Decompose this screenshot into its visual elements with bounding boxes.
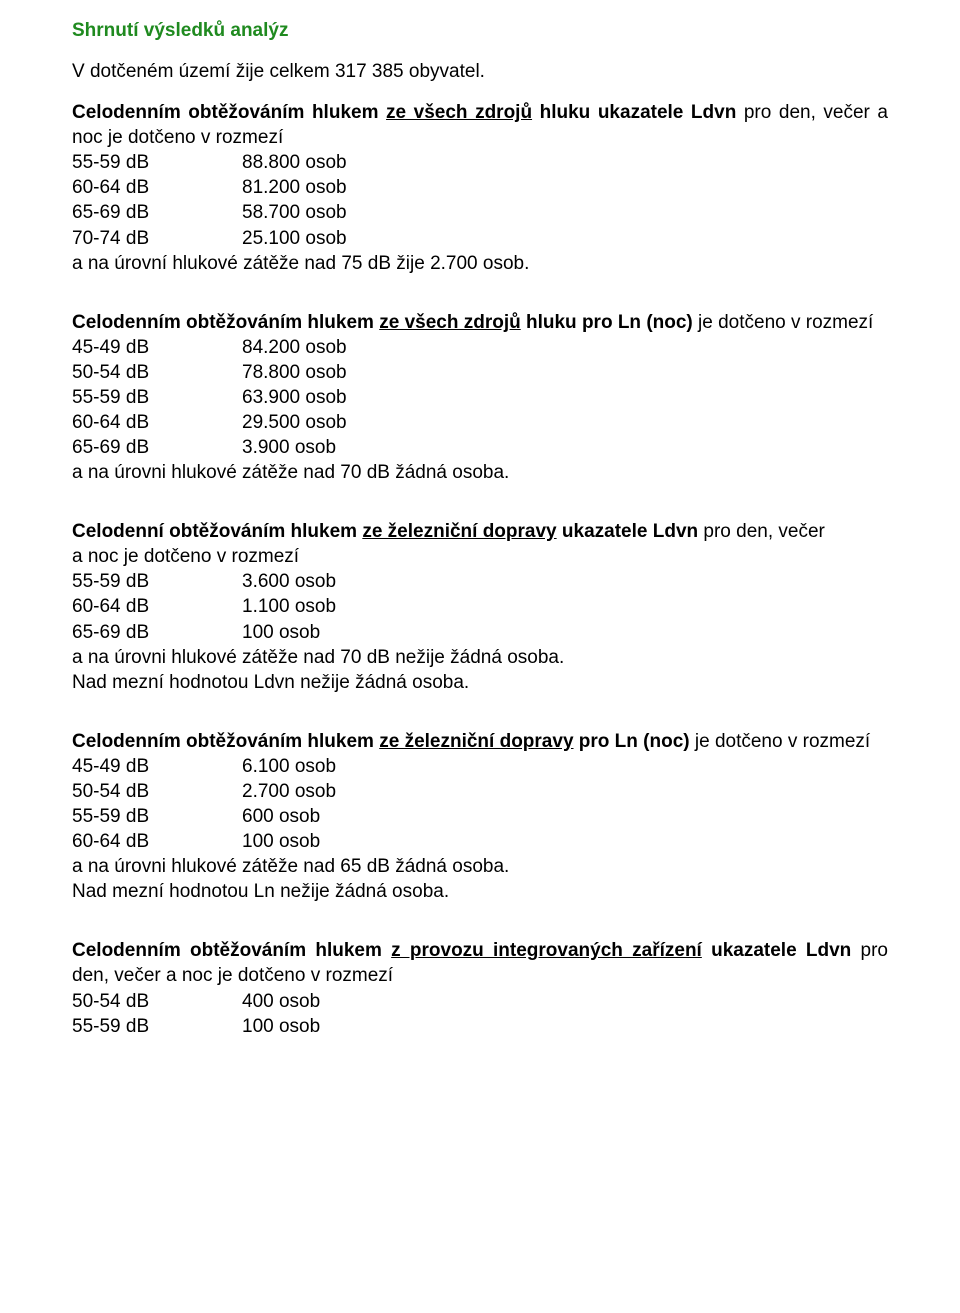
lead-pre: Celodenní obtěžováním hlukem bbox=[72, 521, 362, 542]
db-value: 3.900 osob bbox=[242, 435, 888, 460]
db-range: 70-74 dB bbox=[72, 226, 242, 251]
section-integrated-ldvn: Celodenním obtěžováním hlukem z provozu … bbox=[72, 938, 888, 1038]
db-value: 84.200 osob bbox=[242, 335, 888, 360]
db-range: 60-64 dB bbox=[72, 410, 242, 435]
db-value: 6.100 osob bbox=[242, 754, 888, 779]
lead-underline: ze železniční dopravy bbox=[362, 521, 556, 542]
data-row: 65-69 dB 100 osob bbox=[72, 620, 888, 645]
section-note: a na úrovní hlukové zátěže nad 75 dB žij… bbox=[72, 251, 888, 276]
lead-pre: Celodenním obtěžováním hlukem bbox=[72, 102, 386, 123]
data-row: 55-59 dB 100 osob bbox=[72, 1014, 888, 1039]
db-range: 65-69 dB bbox=[72, 200, 242, 225]
db-range: 60-64 dB bbox=[72, 175, 242, 200]
section-lead: Celodenním obtěžováním hlukem ze všech z… bbox=[72, 310, 888, 335]
lead-tail: je dotčeno v rozmezí bbox=[693, 312, 874, 333]
data-row: 45-49 dB 6.100 osob bbox=[72, 754, 888, 779]
lead-line2: a noc je dotčeno v rozmezí bbox=[72, 544, 888, 569]
data-row: 70-74 dB25.100 osob bbox=[72, 226, 888, 251]
lead-pre: Celodenním obtěžováním hlukem bbox=[72, 312, 379, 333]
section-note: a na úrovni hlukové zátěže nad 70 dB než… bbox=[72, 645, 888, 670]
db-value: 100 osob bbox=[242, 620, 888, 645]
lead-post: ukazatele Ldvn bbox=[557, 521, 699, 542]
db-range: 65-69 dB bbox=[72, 620, 242, 645]
data-row: 45-49 dB84.200 osob bbox=[72, 335, 888, 360]
data-row: 65-69 dB 3.900 osob bbox=[72, 435, 888, 460]
lead-post: hluku ukazatele Ldvn bbox=[532, 102, 736, 123]
page-title: Shrnutí výsledků analýz bbox=[72, 18, 888, 43]
db-value: 100 osob bbox=[242, 829, 888, 854]
section-lead: Celodenní obtěžováním hlukem ze železnič… bbox=[72, 519, 888, 544]
db-range: 60-64 dB bbox=[72, 829, 242, 854]
section-rail-ldvn: Celodenní obtěžováním hlukem ze železnič… bbox=[72, 519, 888, 695]
db-value: 100 osob bbox=[242, 1014, 888, 1039]
data-row: 55-59 dB 600 osob bbox=[72, 804, 888, 829]
document-page: Shrnutí výsledků analýz V dotčeném území… bbox=[0, 0, 960, 1313]
db-value: 58.700 osob bbox=[242, 200, 888, 225]
data-row: 55-59 dB88.800 osob bbox=[72, 150, 888, 175]
section-lead: Celodenním obtěžováním hlukem z provozu … bbox=[72, 938, 888, 988]
db-value: 78.800 osob bbox=[242, 360, 888, 385]
db-range: 45-49 dB bbox=[72, 335, 242, 360]
db-range: 65-69 dB bbox=[72, 435, 242, 460]
section-note: a na úrovni hlukové zátěže nad 70 dB žád… bbox=[72, 460, 888, 485]
lead-underline: ze železniční dopravy bbox=[379, 731, 573, 752]
db-range: 55-59 dB bbox=[72, 1014, 242, 1039]
db-range: 45-49 dB bbox=[72, 754, 242, 779]
data-row: 55-59 dB 3.600 osob bbox=[72, 569, 888, 594]
data-row: 65-69 dB58.700 osob bbox=[72, 200, 888, 225]
lead-post: hluku pro Ln (noc) bbox=[521, 312, 693, 333]
db-range: 55-59 dB bbox=[72, 150, 242, 175]
db-value: 3.600 osob bbox=[242, 569, 888, 594]
section-rail-ln: Celodenním obtěžováním hlukem ze železni… bbox=[72, 729, 888, 905]
db-range: 55-59 dB bbox=[72, 569, 242, 594]
lead-underline: ze všech zdrojů bbox=[379, 312, 521, 333]
section-note-2: Nad mezní hodnotou Ldvn nežije žádná oso… bbox=[72, 670, 888, 695]
db-range: 50-54 dB bbox=[72, 779, 242, 804]
lead-pre: Celodenním obtěžováním hlukem bbox=[72, 731, 379, 752]
section-all-sources-ln: Celodenním obtěžováním hlukem ze všech z… bbox=[72, 310, 888, 486]
data-row: 55-59 dB63.900 osob bbox=[72, 385, 888, 410]
lead-tail: pro den, večer bbox=[698, 521, 825, 542]
db-range: 50-54 dB bbox=[72, 360, 242, 385]
db-range: 60-64 dB bbox=[72, 594, 242, 619]
db-value: 400 osob bbox=[242, 989, 888, 1014]
db-value: 81.200 osob bbox=[242, 175, 888, 200]
db-range: 55-59 dB bbox=[72, 385, 242, 410]
db-range: 50-54 dB bbox=[72, 989, 242, 1014]
db-value: 63.900 osob bbox=[242, 385, 888, 410]
db-value: 2.700 osob bbox=[242, 779, 888, 804]
db-value: 25.100 osob bbox=[242, 226, 888, 251]
lead-post: pro Ln (noc) bbox=[574, 731, 690, 752]
section-all-sources-ldvn: Celodenním obtěžováním hlukem ze všech z… bbox=[72, 100, 888, 276]
lead-underline: z provozu integrovaných zařízení bbox=[391, 940, 702, 961]
section-note: a na úrovni hlukové zátěže nad 65 dB žád… bbox=[72, 854, 888, 879]
lead-tail: je dotčeno v rozmezí bbox=[690, 731, 871, 752]
db-value: 600 osob bbox=[242, 804, 888, 829]
data-row: 60-64 dB 1.100 osob bbox=[72, 594, 888, 619]
data-row: 50-54 dB 400 osob bbox=[72, 989, 888, 1014]
section-lead: Celodenním obtěžováním hlukem ze všech z… bbox=[72, 100, 888, 150]
db-value: 1.100 osob bbox=[242, 594, 888, 619]
data-row: 60-64 dB 100 osob bbox=[72, 829, 888, 854]
section-note-2: Nad mezní hodnotou Ln nežije žádná osoba… bbox=[72, 879, 888, 904]
lead-pre: Celodenním obtěžováním hlukem bbox=[72, 940, 391, 961]
lead-underline: ze všech zdrojů bbox=[386, 102, 532, 123]
data-row: 60-64 dB29.500 osob bbox=[72, 410, 888, 435]
lead-post: ukazatele Ldvn bbox=[702, 940, 851, 961]
data-row: 60-64 dB81.200 osob bbox=[72, 175, 888, 200]
db-range: 55-59 dB bbox=[72, 804, 242, 829]
db-value: 29.500 osob bbox=[242, 410, 888, 435]
intro-text: V dotčeném území žije celkem 317 385 oby… bbox=[72, 59, 888, 84]
db-value: 88.800 osob bbox=[242, 150, 888, 175]
data-row: 50-54 dB78.800 osob bbox=[72, 360, 888, 385]
data-row: 50-54 dB 2.700 osob bbox=[72, 779, 888, 804]
section-lead: Celodenním obtěžováním hlukem ze železni… bbox=[72, 729, 888, 754]
